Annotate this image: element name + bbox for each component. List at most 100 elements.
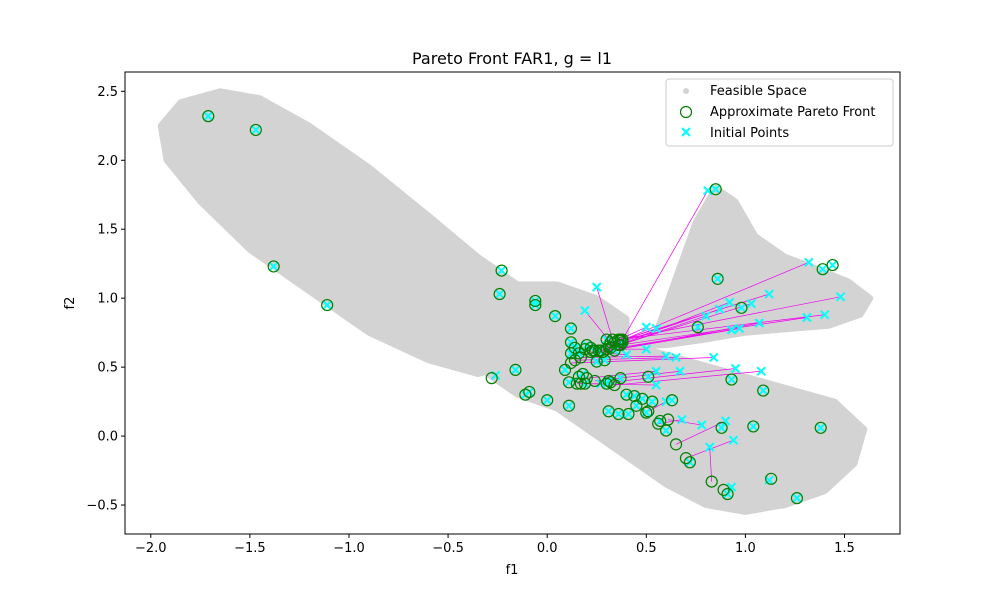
initial-point-marker: [592, 282, 602, 292]
pareto-point-marker: [564, 356, 578, 370]
pareto-point-marker: [602, 405, 615, 418]
initial-point-marker: [693, 322, 703, 332]
legend-marker-feasible: [683, 88, 689, 94]
initial-point-marker: [827, 260, 838, 270]
initial-point-marker: [570, 343, 580, 353]
x-tick-label: 1.5: [834, 541, 855, 556]
pareto-point-marker: [509, 363, 522, 376]
pareto-point-marker: [604, 376, 617, 389]
pareto-point-marker: [612, 333, 625, 346]
pareto-point-marker: [529, 294, 542, 308]
x-tick-label: 0.5: [636, 541, 657, 556]
pareto-point-marker: [705, 475, 718, 488]
legend-label-feasible: Feasible Space: [710, 84, 807, 99]
initial-point-marker: [726, 374, 737, 385]
pareto-point-marker: [562, 399, 576, 412]
pareto-point-marker: [602, 374, 615, 388]
initial-point-marker: [530, 300, 541, 310]
initial-point-marker: [621, 350, 632, 360]
pareto-point-marker: [249, 123, 262, 137]
initial-point-marker: [701, 311, 711, 321]
pareto-point-marker: [691, 321, 704, 334]
feasible-region-upper-right-lobe: [623, 184, 874, 350]
chart-title: Pareto Front FAR1, g = l1: [412, 49, 612, 68]
legend-marker-pareto: [679, 105, 693, 119]
initial-point-marker: [720, 416, 731, 426]
initial-point-marker: [817, 264, 828, 274]
pareto-point-marker: [790, 492, 804, 505]
initial-point-marker: [816, 423, 826, 433]
pareto-point-marker: [580, 338, 593, 352]
initial-point-marker: [641, 322, 651, 332]
initial-point-marker: [730, 363, 741, 374]
pareto-point-marker: [721, 487, 734, 501]
pareto-point-marker: [519, 388, 532, 401]
pareto-point-marker: [661, 413, 675, 426]
pareto-point-marker: [630, 399, 643, 412]
pareto-point-marker: [267, 260, 280, 273]
optimization-path: [614, 370, 762, 386]
optimization-path: [584, 310, 611, 343]
initial-point-marker: [736, 303, 747, 313]
pareto-point-marker: [669, 438, 683, 451]
pareto-point-marker: [600, 333, 613, 346]
initial-point-marker: [661, 425, 671, 436]
pareto-point-marker: [654, 414, 667, 428]
pareto-point-marker: [683, 456, 696, 469]
x-tick-label: 0.0: [537, 541, 558, 556]
initial-point-marker: [734, 323, 745, 334]
initial-point-marker: [494, 289, 505, 299]
pareto-point-marker: [580, 372, 593, 385]
x-tick-label: −1.0: [333, 541, 365, 556]
pareto-front-layer: [202, 110, 839, 505]
x-tick-label: −0.5: [432, 541, 464, 556]
x-axis-label: f1: [506, 563, 519, 578]
initial-point-marker: [643, 372, 653, 382]
y-axis-label: f2: [63, 297, 78, 310]
pareto-point-marker: [765, 472, 778, 485]
initial-point-marker: [510, 365, 521, 375]
initial-point-marker: [764, 289, 774, 299]
initial-point-marker: [203, 111, 213, 121]
optimization-path: [596, 287, 613, 340]
pareto-point-marker: [608, 378, 621, 392]
initial-point-marker: [819, 310, 830, 320]
pareto-point-marker: [564, 322, 578, 335]
initial-point-marker: [651, 323, 661, 334]
pareto-point-marker: [717, 483, 730, 496]
pareto-point-marker: [725, 373, 738, 386]
pareto-point-marker: [642, 370, 655, 383]
pareto-point-marker: [608, 344, 621, 357]
pareto-point-marker: [558, 363, 572, 376]
pareto-point-marker: [584, 341, 597, 354]
initial-point-marker: [710, 184, 721, 194]
y-tick-label: 0.5: [97, 361, 118, 376]
pareto-point-marker: [757, 384, 770, 397]
initial-point-marker: [804, 257, 814, 268]
initial-point-marker: [758, 385, 768, 396]
pareto-point-marker: [572, 347, 586, 360]
pareto-point-marker: [529, 298, 542, 312]
pareto-point-marker: [816, 263, 829, 276]
initial-point-marker: [251, 125, 261, 135]
pareto-point-marker: [598, 354, 611, 367]
initial-point-marker: [712, 274, 723, 284]
initial-point-marker: [641, 407, 651, 418]
y-axis-ticks: −0.5 0.0 0.5 1.0 1.5 2.0 2.5: [86, 85, 125, 514]
legend: Feasible Space Approximate Pareto Front …: [665, 78, 894, 147]
initial-point-marker: [728, 435, 739, 445]
initial-point-marker: [651, 380, 661, 390]
optimization-path: [610, 303, 752, 349]
initial-point-marker: [322, 300, 332, 310]
optimization-path: [602, 329, 732, 353]
initial-point-marker: [708, 352, 719, 363]
x-axis-ticks: −2.0 −1.5 −1.0 −0.5 0.0 0.5 1.0 1.5: [135, 534, 855, 556]
pareto-point-marker: [493, 287, 506, 301]
initial-point-marker: [566, 337, 576, 348]
initial-point-marker: [764, 475, 774, 485]
legend-label-initial: Initial Points: [710, 126, 789, 141]
pareto-point-marker: [628, 389, 641, 403]
optimization-path: [620, 261, 809, 342]
initial-point-marker: [641, 344, 651, 354]
pareto-point-marker: [562, 376, 576, 389]
